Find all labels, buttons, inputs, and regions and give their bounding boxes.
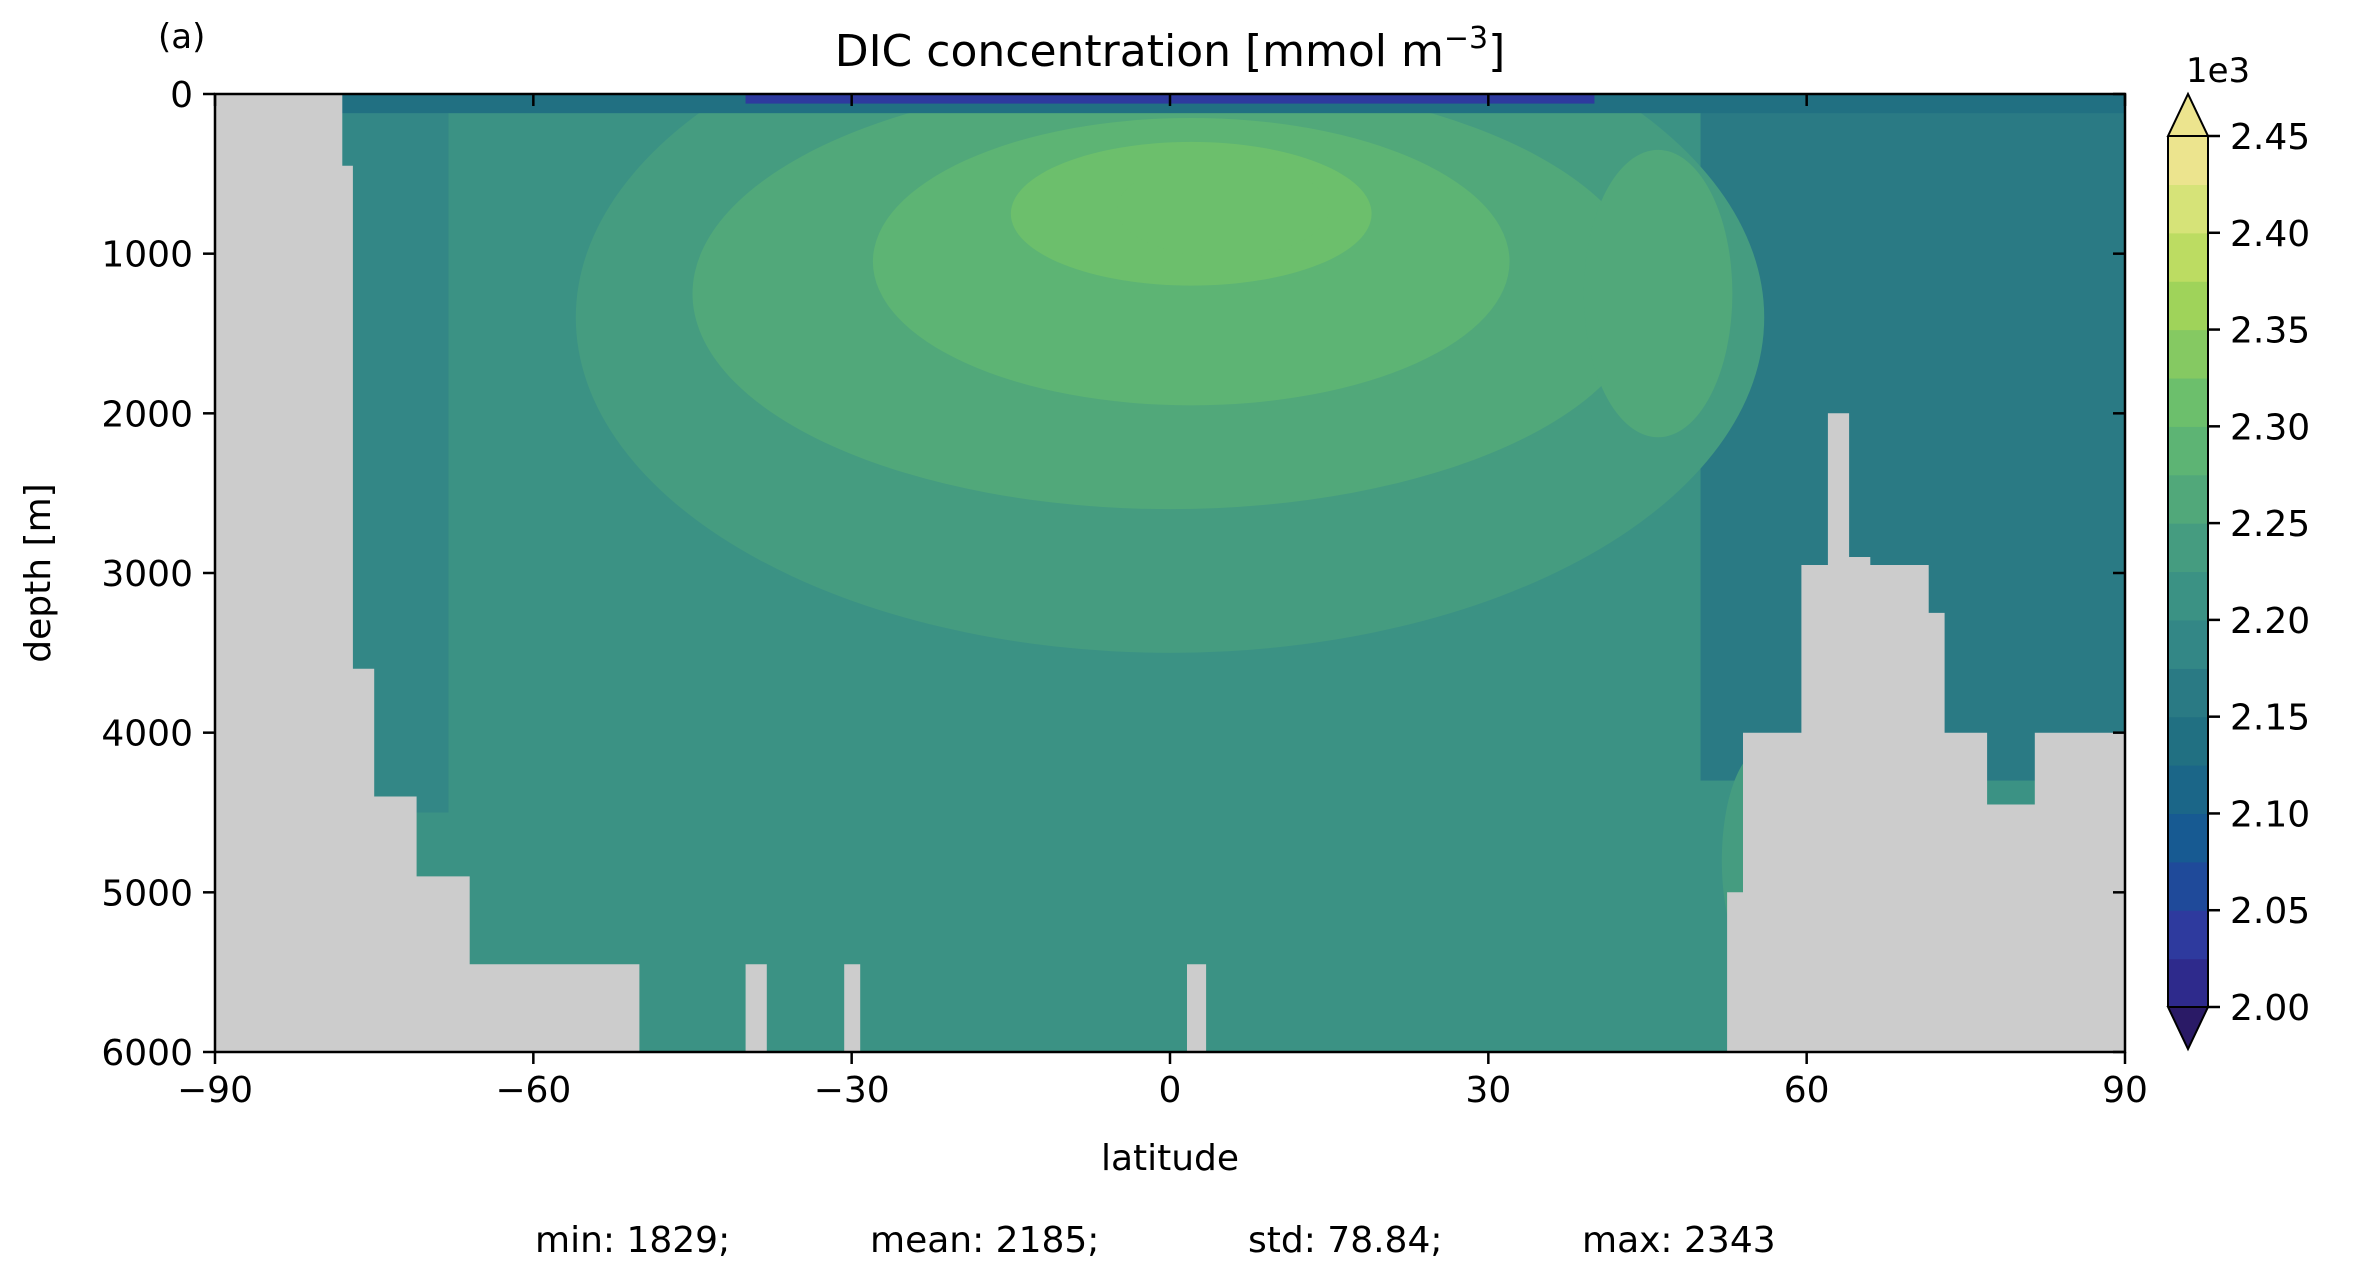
colorbar-tick-label: 2.00: [2230, 988, 2310, 1029]
y-tick-label: 4000: [101, 714, 193, 755]
colorbar-tick-label: 2.15: [2230, 698, 2310, 739]
colorbar-extend-max: [2166, 91, 2210, 137]
colorbar-bin: [2168, 910, 2208, 960]
x-tick-label: 30: [1465, 1070, 1511, 1111]
chart-title: DIC concentration [mmol m−3]: [835, 21, 1506, 77]
colorbar-bin: [2168, 619, 2208, 669]
colorbar-bin: [2168, 716, 2208, 766]
colorbar-tick-label: 2.20: [2230, 601, 2310, 642]
y-tick-label: 3000: [101, 554, 193, 595]
concentration-contour: [1116, 161, 1330, 257]
y-tick-label: 2000: [101, 394, 193, 435]
x-tick-label: 60: [1784, 1070, 1830, 1111]
colorbar-bin: [2168, 765, 2208, 815]
land-mask: [215, 94, 2125, 1052]
colorbar-bin: [2168, 329, 2208, 379]
concentration-contour: [1583, 149, 1733, 438]
colorbar-bin: [2168, 571, 2208, 621]
stat-min: min: 1829;: [535, 1220, 730, 1261]
x-tick-label: 0: [1159, 1070, 1182, 1111]
colorbar-tick-label: 2.25: [2230, 504, 2310, 545]
colorbar-bin: [2168, 813, 2208, 863]
y-axis: 0 1000 2000 3000 4000 5000 6000: [101, 75, 2125, 1074]
colorbar-tick-label: 2.45: [2230, 117, 2310, 158]
colorbar-bin: [2168, 426, 2208, 476]
y-axis-label: depth [m]: [18, 483, 59, 662]
colorbar-bin: [2168, 958, 2208, 1008]
colorbar-outline: [2167, 136, 2209, 1007]
colorbar: 2.00 2.05 2.10 2.15 2.20 2.25 2.30 2.35 2.40 2.45: [2166, 91, 2310, 1052]
stat-max: max: 2343: [1582, 1220, 1776, 1261]
colorbar-tick-label: 2.40: [2230, 214, 2310, 255]
stat-mean: mean: 2185;: [870, 1220, 1099, 1261]
x-tick-label: −60: [495, 1070, 571, 1111]
colorbar-bin: [2168, 474, 2208, 524]
colorbar-extend-min: [2166, 1006, 2210, 1052]
stat-std: std: 78.84;: [1248, 1220, 1442, 1261]
x-axis-label: latitude: [1101, 1138, 1239, 1179]
colorbar-bin: [2168, 136, 2208, 185]
y-tick-label: 5000: [101, 873, 193, 914]
y-tick-label: 0: [170, 75, 193, 116]
colorbar-scale-label: 1e3: [2186, 51, 2250, 91]
colorbar-tick-label: 2.05: [2230, 891, 2310, 932]
colorbar-bin: [2168, 184, 2208, 234]
y-tick-label: 1000: [101, 235, 193, 276]
colorbar-bin: [2168, 232, 2208, 282]
colorbar-bin: [2168, 668, 2208, 718]
panel-label: (a): [158, 17, 205, 57]
colorbar-bin: [2168, 281, 2208, 331]
x-axis: −90 −60 −30 0 30 60 90: [177, 94, 2148, 1111]
colorbar-tick-label: 2.10: [2230, 794, 2310, 835]
colorbar-bin: [2168, 377, 2208, 427]
colorbar-tick-label: 2.30: [2230, 407, 2310, 448]
colorbar-bin: [2168, 523, 2208, 573]
x-tick-label: 90: [2102, 1070, 2148, 1111]
colorbar-tick-label: 2.35: [2230, 311, 2310, 352]
y-tick-label: 6000: [101, 1033, 193, 1074]
colorbar-bin: [2168, 861, 2208, 911]
x-tick-label: −30: [814, 1070, 890, 1111]
x-tick-label: −90: [177, 1070, 253, 1111]
